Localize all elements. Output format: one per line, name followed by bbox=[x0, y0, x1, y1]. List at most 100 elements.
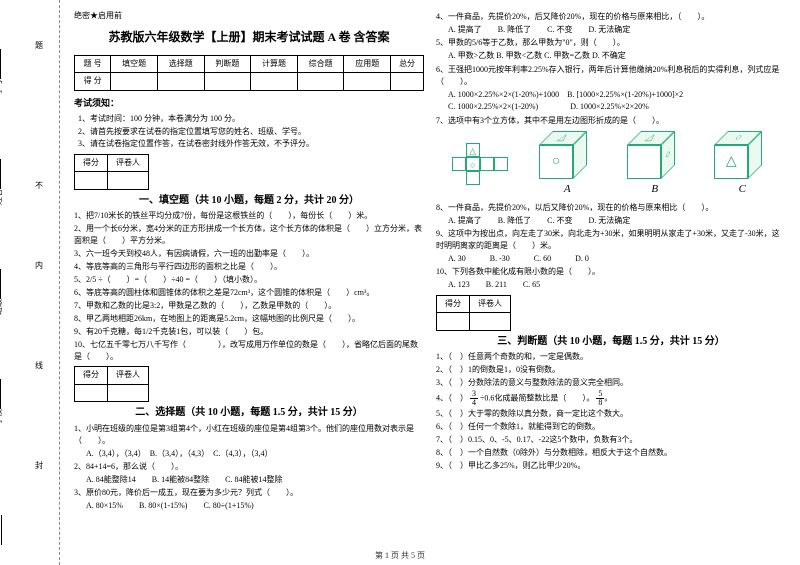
score-h7: 总分 bbox=[391, 55, 424, 72]
s3-q2: 2、（ ）1的倒数是1，0没有倒数。 bbox=[436, 364, 786, 376]
s3-q7: 7、（ ）0.15、0、-5、0.17、-22这5个数中，负数有3个。 bbox=[436, 434, 786, 446]
margin-banji: 班级 bbox=[0, 269, 4, 315]
page: 乡镇(街道) 学校 班级 姓名 学号 题 不 内 线 封 绝密★启用前 苏教版六… bbox=[0, 0, 800, 565]
score-blank bbox=[251, 73, 298, 90]
s2-q6-opts2: C. 1000×2.25%×2×(1-20%) D. 1000×2.25%×2×… bbox=[448, 101, 786, 113]
s3-q1: 1、（ ）任意两个奇数的和，一定是偶数。 bbox=[436, 351, 786, 363]
s1-q3: 3、六一班今天到校48人，有因病请假，六一班的出勤率是（ ）。 bbox=[74, 248, 424, 260]
s1-q7: 7、甲数和乙数的比是3:2，甲数是乙数的（ ），乙数是甲数的（ ）。 bbox=[74, 300, 424, 312]
s2-q8: 8、一件商品，先提价20%，以后又降价20%，现在的价格与原来相比（ ）。 bbox=[436, 202, 786, 214]
margin-seal-4: 不 bbox=[35, 180, 43, 191]
scorer-table-3: 得分 评卷人 bbox=[436, 295, 511, 331]
score-h2: 选择题 bbox=[157, 55, 204, 72]
s3-q3: 3、（ ）分数除法的意义与整数除法的意义完全相同。 bbox=[436, 377, 786, 389]
margin-seal-1: 封 bbox=[35, 460, 43, 471]
mini-h1: 评卷人 bbox=[108, 367, 149, 384]
cube-a-wrap: △ ○ A bbox=[539, 131, 595, 198]
score-h4: 计算题 bbox=[251, 55, 298, 72]
margin-seal-2: 线 bbox=[35, 360, 43, 371]
s1-q5: 5、2/5 ÷（ ）=（ ）÷40 =（ ）（填小数）。 bbox=[74, 274, 424, 286]
margin-xiang: 乡镇(街道) bbox=[0, 490, 4, 545]
mini-blank bbox=[75, 172, 108, 189]
s2-q10: 10、下列各数中能化成有限小数的是（ ）。 bbox=[436, 266, 786, 278]
margin-xingming: 姓名 bbox=[0, 159, 4, 205]
score-h5: 综合题 bbox=[297, 55, 344, 72]
mini-blank bbox=[75, 384, 108, 401]
binding-margin: 乡镇(街道) 学校 班级 姓名 学号 题 不 内 线 封 bbox=[0, 0, 60, 565]
s2-q6-opts1: A. 1000×2.25%×2×(1-20%)+1000 B. [1000×2.… bbox=[448, 89, 786, 101]
score-blank bbox=[204, 73, 251, 90]
section-2-title: 二、选择题（共 10 小题，每题 1.5 分，共计 15 分） bbox=[74, 405, 424, 421]
margin-xuexiao: 学校 bbox=[0, 379, 4, 425]
score-h6: 应用题 bbox=[344, 55, 391, 72]
cube-net bbox=[452, 143, 508, 185]
fraction-1: 34 bbox=[470, 390, 478, 407]
score-blank bbox=[111, 73, 158, 90]
s2-q10-opts: A. 123 B. 211 C. 65 bbox=[448, 279, 786, 291]
score-row2-label: 得 分 bbox=[75, 73, 111, 90]
s3-q9: 9、（ ）甲比乙多25%，则乙比甲少20%。 bbox=[436, 460, 786, 472]
scorer-table-2: 得分 评卷人 bbox=[74, 366, 149, 402]
cube-c: ○ △ bbox=[714, 131, 770, 179]
mini-blank bbox=[108, 384, 149, 401]
s2-q8-opts: A. 提高了 B. 降低了 C. 不变 D. 无法确定 bbox=[448, 215, 786, 227]
notice-1: 1、考试时间：100 分钟，本卷满分为 100 分。 bbox=[78, 113, 424, 126]
notice-title: 考试须知： bbox=[74, 97, 424, 111]
s2-q9: 9、这项中为按出点，向左走了30米，向北走为+30米，如果明明从家走了+30米，… bbox=[436, 228, 786, 252]
notice-2: 2、请首先按要求在试卷的指定位置填写您的姓名、班级、学号。 bbox=[78, 126, 424, 139]
s2-q4-opts: A. 提高了 B. 降低了 C. 不变 D. 无法确定 bbox=[448, 24, 786, 36]
s1-q4: 4、等底等高的三角形与平行四边形的面积之比是（ ）。 bbox=[74, 261, 424, 273]
column-right: 4、一件商品，先提价20%，后又降价20%，现在的价格与原来相比，（ ）。 A.… bbox=[430, 10, 792, 565]
cube-label-c: C bbox=[714, 181, 770, 198]
s1-q1: 1、把7/10米长的铁丝平均分成7份，每份是这根铁丝的（ ），每份长（ ）米。 bbox=[74, 210, 424, 222]
score-h1: 填空题 bbox=[111, 55, 158, 72]
exam-title: 苏教版六年级数学【上册】期末考试试题 A 卷 含答案 bbox=[74, 28, 424, 47]
cube-c-wrap: ○ △ C bbox=[714, 131, 770, 198]
section-1-title: 一、填空题（共 10 小题，每题 2 分，共计 20 分） bbox=[74, 193, 424, 209]
s1-q6: 6、等底等高的圆柱体和圆锥体的体积之差是72cm³，这个圆锥的体积是（ ）cm³… bbox=[74, 287, 424, 299]
s3-q8: 8、（ ）一个自然数（0除外）与分数相除，相反大于这个自然数。 bbox=[436, 447, 786, 459]
table-row: 题 号 填空题 选择题 判断题 计算题 综合题 应用题 总分 bbox=[75, 55, 424, 72]
mini-blank bbox=[437, 313, 470, 330]
secret-label: 绝密★启用前 bbox=[74, 10, 424, 22]
s2-q5-opts: A. 甲数>乙数 B. 甲数<乙数 C. 甲数=乙数 D. 不确定 bbox=[448, 50, 786, 62]
s3-q5: 5、（ ）大于零的数除以真分数，商一定比这个数大。 bbox=[436, 408, 786, 420]
s2-q7: 7、选项中有3个立方体，其中不是用左边图形折成的是（ ）。 bbox=[436, 115, 786, 127]
s2-q2: 2、84+14=6，那么说（ ）。 bbox=[74, 461, 424, 473]
fraction-2: 58 bbox=[596, 390, 604, 407]
s2-q3: 3、原价80元，降价后一成五，现在要为多少元？列式（ ）。 bbox=[74, 487, 424, 499]
s2-q1: 1、小明在班级的座位是第3组第4个，小红在班级的座位是第4组第3个。他们的座位用… bbox=[74, 423, 424, 447]
notice-3: 3、请在试卷指定位置作答，在试卷密封线外作答无效，不予评分。 bbox=[78, 138, 424, 151]
table-row: 得 分 bbox=[75, 73, 424, 90]
margin-seal-5: 题 bbox=[35, 40, 43, 51]
mini-h1: 评卷人 bbox=[470, 295, 511, 312]
score-blank bbox=[157, 73, 204, 90]
s2-q6: 6、王强把1000元按年利率2.25%存入银行，两年后计算他缴纳20%利息税后的… bbox=[436, 64, 786, 88]
cube-b: △ ○ bbox=[627, 131, 683, 179]
s2-q1-opts: A.（3,4），（3,4） B.（3,4），（4,3） C.（4,3），（3,4… bbox=[86, 448, 424, 460]
column-left: 绝密★启用前 苏教版六年级数学【上册】期末考试试题 A 卷 含答案 题 号 填空… bbox=[68, 10, 430, 565]
s3-q4: 4、（ ） 34 ÷0.6化成最简整数比是（ ）。 58 。 bbox=[436, 390, 786, 407]
mini-h1: 评卷人 bbox=[108, 155, 149, 172]
content-area: 绝密★启用前 苏教版六年级数学【上册】期末考试试题 A 卷 含答案 题 号 填空… bbox=[60, 0, 800, 565]
score-table: 题 号 填空题 选择题 判断题 计算题 综合题 应用题 总分 得 分 bbox=[74, 55, 424, 91]
cube-figure-row: △ ○ A △ ○ B ○ bbox=[436, 131, 786, 198]
s2-q2-opts: A. 84能整除14 B. 14能被84整除 C. 84能被14整除 bbox=[86, 474, 424, 486]
score-h3: 判断题 bbox=[204, 55, 251, 72]
cube-a: △ ○ bbox=[539, 131, 595, 179]
mini-blank bbox=[470, 313, 511, 330]
s2-q5: 5、甲数的5/6等于乙数，那么甲数为"0"，则（ ）。 bbox=[436, 37, 786, 49]
s1-q9: 9、有20千克糖，每1/2千克装1包，可以装（ ）包。 bbox=[74, 326, 424, 338]
cube-label-a: A bbox=[539, 181, 595, 198]
score-blank bbox=[297, 73, 344, 90]
mini-h0: 得分 bbox=[437, 295, 470, 312]
s1-q2: 2、用一个长6分米，宽4分米的正方形拼成一个长方体，这个长方体的体积是（ ）立方… bbox=[74, 223, 424, 247]
s1-q8: 8、甲乙两地相距26km，在地图上的距离是5.2cm，这幅地图的比例尺是（ ）。 bbox=[74, 313, 424, 325]
cube-label-b: B bbox=[627, 181, 683, 198]
margin-xuehao: 学号 bbox=[0, 49, 4, 95]
mini-h0: 得分 bbox=[75, 155, 108, 172]
margin-seal-3: 内 bbox=[35, 260, 43, 271]
mini-blank bbox=[108, 172, 149, 189]
s2-q9-opts: A. 30 B. -30 C. 60 D. 0 bbox=[448, 253, 786, 265]
score-blank bbox=[344, 73, 391, 90]
